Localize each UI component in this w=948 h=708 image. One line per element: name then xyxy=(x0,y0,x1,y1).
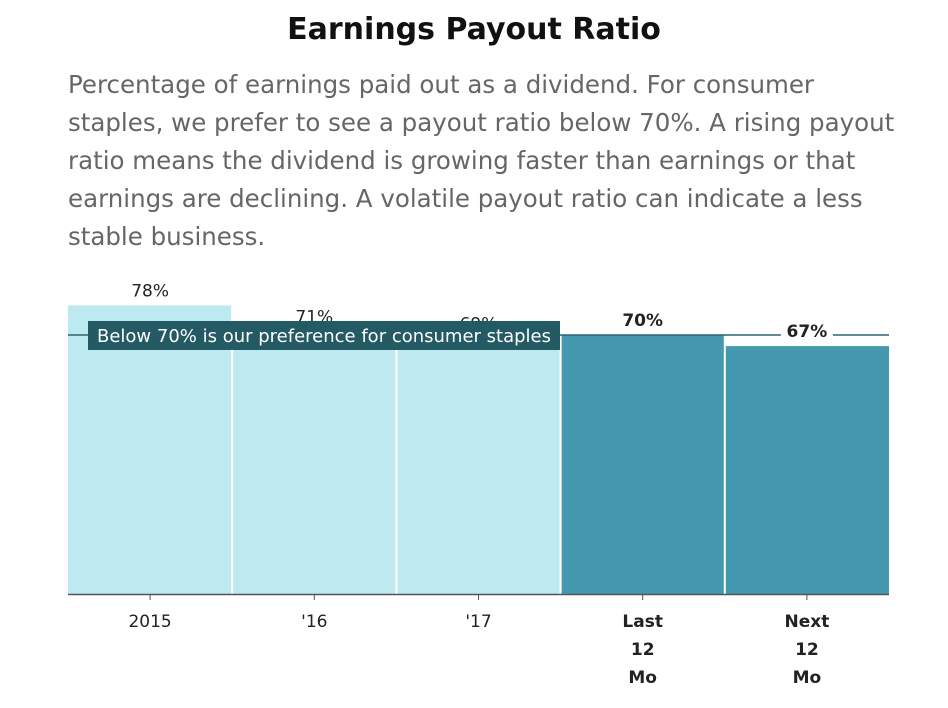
bar xyxy=(233,331,396,594)
x-tick-label: '17 xyxy=(465,612,491,632)
chart-description: Percentage of earnings paid out as a div… xyxy=(68,70,895,251)
x-tick-label: 2015 xyxy=(128,612,171,632)
bar xyxy=(68,305,232,594)
x-tick-label: 12 xyxy=(795,640,819,660)
bar xyxy=(561,335,724,594)
bar xyxy=(725,346,889,594)
x-tick-label: Last xyxy=(622,612,663,632)
data-label: 70% xyxy=(622,311,663,331)
reference-label-background xyxy=(88,321,560,350)
x-tick-label: 12 xyxy=(631,640,655,660)
x-tick-label: Mo xyxy=(793,668,822,688)
reference-line-label: Below 70% is our preference for consumer… xyxy=(97,326,551,347)
x-tick-label: Mo xyxy=(628,668,657,688)
data-label: 78% xyxy=(131,281,169,301)
bar xyxy=(397,338,560,594)
x-tick-label: '16 xyxy=(301,612,327,632)
chart-title: Earnings Payout Ratio xyxy=(287,12,661,47)
x-tick-label: Next xyxy=(784,612,829,632)
label-mask xyxy=(780,321,833,342)
label-mask xyxy=(616,310,669,330)
data-label: 67% xyxy=(787,322,828,342)
